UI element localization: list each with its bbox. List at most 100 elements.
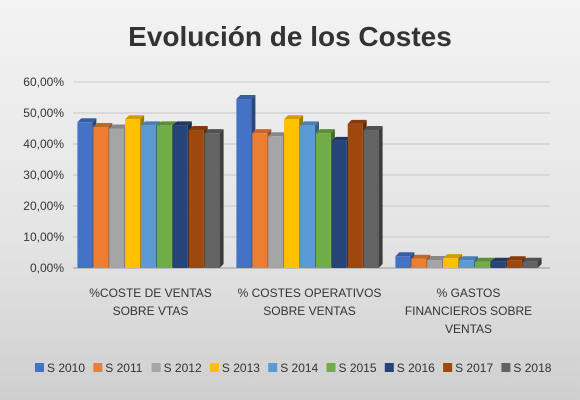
- category-label: % COSTES OPERATIVOS SOBRE VENTAS: [238, 286, 382, 318]
- y-axis: 0,00% 10,00% 20,00% 30,00% 40,00% 50,00% 60,00…: [23, 75, 64, 275]
- bar-front: [77, 122, 93, 268]
- legend-item: S 2013: [209, 361, 260, 375]
- bar: [522, 257, 542, 268]
- legend-item: S 2015: [326, 361, 377, 375]
- legend-swatch: [384, 363, 394, 372]
- bar-front: [204, 133, 220, 268]
- legend-label: S 2016: [397, 361, 435, 375]
- bar-top: [443, 254, 463, 259]
- bar-front: [331, 140, 347, 268]
- bar-top: [125, 115, 145, 120]
- category-label: %COSTE DE VENTAS SOBRE VTAS: [89, 286, 211, 318]
- bar-top: [474, 257, 494, 262]
- bar-top: [331, 136, 351, 141]
- bar-front: [172, 125, 188, 269]
- bar-top: [188, 126, 208, 131]
- legend-label: S 2014: [280, 361, 318, 375]
- bar-top: [300, 121, 319, 126]
- bar-front: [474, 261, 490, 268]
- legend-item: S 2016: [384, 361, 435, 375]
- category-label: % GASTOS FINANCIEROS SOBRE VENTAS: [405, 286, 532, 336]
- bar-side: [378, 126, 383, 268]
- bars: [77, 95, 542, 269]
- chart-title: Evolución de los Costes: [128, 21, 452, 52]
- bar-front: [459, 260, 474, 268]
- bar-front: [363, 130, 379, 268]
- legend-item: S 2014: [268, 361, 319, 375]
- bar-front: [236, 99, 252, 268]
- bar-top: [347, 119, 367, 124]
- bar-front: [522, 261, 538, 268]
- bar-top: [109, 124, 129, 129]
- legend-label: S 2017: [455, 361, 493, 375]
- bar-front: [300, 125, 315, 269]
- bar-top: [284, 115, 304, 120]
- bar-front: [411, 258, 427, 268]
- y-tick-label: 10,00%: [23, 230, 64, 244]
- legend-item: S 2010: [35, 361, 85, 375]
- legend-swatch: [93, 363, 103, 372]
- legend-swatch: [443, 363, 453, 372]
- bar: [363, 126, 383, 268]
- legend-item: S 2012: [151, 361, 202, 375]
- legend-label: S 2015: [339, 361, 377, 375]
- bar-top: [363, 126, 383, 131]
- legend-label: S 2010: [47, 361, 85, 375]
- legend-swatch: [268, 363, 278, 372]
- bar-top: [156, 121, 176, 126]
- bar-front: [268, 136, 284, 268]
- bar-top: [77, 118, 97, 123]
- bar-front: [93, 126, 109, 268]
- legend-swatch: [501, 363, 511, 372]
- bar-top: [315, 129, 335, 134]
- x-axis: %COSTE DE VENTAS SOBRE VTAS % COSTES OPERA…: [89, 286, 532, 336]
- y-tick-label: 20,00%: [23, 199, 64, 213]
- y-tick-label: 50,00%: [23, 106, 64, 120]
- bar-top: [506, 256, 526, 261]
- legend-label: S 2018: [513, 361, 551, 375]
- legend-item: S 2017: [443, 361, 493, 375]
- bar-top: [395, 252, 415, 257]
- bar-top: [93, 122, 113, 127]
- bar-front: [125, 119, 141, 268]
- legend-label: S 2013: [222, 361, 260, 375]
- bar-front: [395, 256, 411, 268]
- bar-top: [459, 256, 478, 261]
- bar-top: [522, 257, 542, 262]
- bar-front: [284, 119, 300, 268]
- bar-top: [252, 129, 272, 134]
- bar-top: [268, 132, 288, 137]
- bar-front: [109, 128, 125, 268]
- y-tick-label: 30,00%: [23, 168, 64, 182]
- legend: S 2010 S 2011 S 2012 S 2013 S 2014 S 2015 S 20…: [35, 361, 552, 375]
- bar-front: [315, 133, 331, 268]
- bar-front: [506, 260, 522, 268]
- bar-front: [427, 259, 443, 268]
- bar-front: [347, 123, 363, 268]
- legend-swatch: [151, 363, 161, 372]
- legend-swatch: [326, 363, 336, 372]
- bar-front: [252, 133, 268, 268]
- bar-front: [156, 125, 172, 269]
- bar-top: [427, 255, 447, 260]
- legend-item: S 2018: [501, 361, 552, 375]
- y-tick-label: 0,00%: [30, 261, 64, 275]
- bar-top: [411, 254, 431, 259]
- legend-swatch: [209, 363, 219, 372]
- bar-front: [490, 261, 506, 268]
- bar-top: [204, 129, 224, 134]
- bar-top: [490, 257, 510, 262]
- bar: [204, 129, 224, 268]
- y-tick-label: 60,00%: [23, 75, 64, 89]
- legend-label: S 2012: [164, 361, 202, 375]
- legend-item: S 2011: [93, 361, 143, 375]
- bar-top: [141, 121, 160, 126]
- bar-front: [443, 258, 459, 268]
- bar-side: [537, 257, 542, 268]
- y-tick-label: 40,00%: [23, 137, 64, 151]
- bar-side: [219, 129, 224, 268]
- legend-label: S 2011: [105, 361, 142, 375]
- bar-front: [141, 125, 156, 269]
